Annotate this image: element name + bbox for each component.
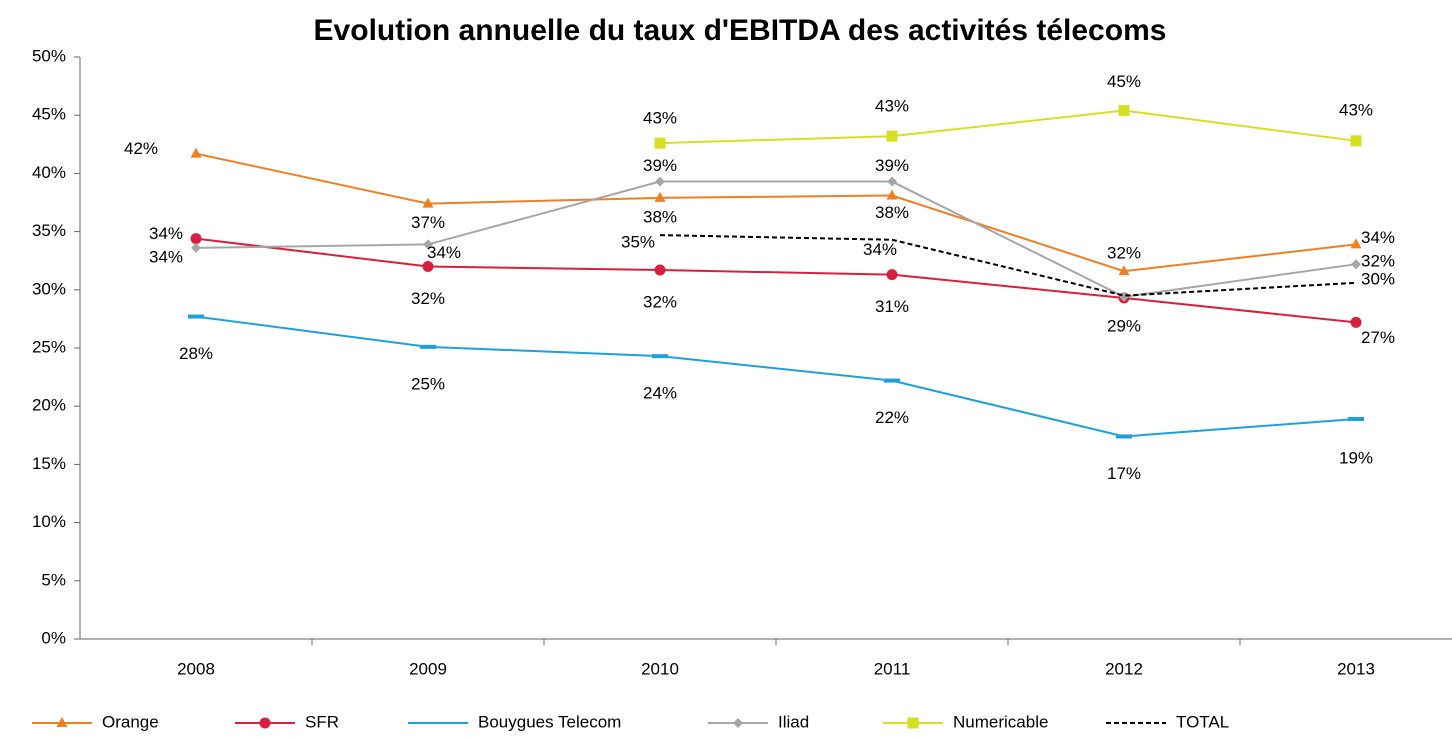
y-tick-label: 40% — [32, 163, 66, 182]
point — [188, 314, 204, 319]
data-label: 43% — [1339, 100, 1373, 119]
data-label: 25% — [411, 374, 445, 393]
legend-label: Bouygues Telecom — [478, 712, 621, 731]
data-label: 34% — [149, 224, 183, 243]
point — [886, 130, 898, 142]
data-label: 19% — [1339, 448, 1373, 467]
data-label: 34% — [1361, 228, 1395, 247]
legend-label: SFR — [305, 712, 339, 731]
y-tick-label: 10% — [32, 512, 66, 531]
data-label: 31% — [875, 297, 909, 316]
y-tick-label: 15% — [32, 454, 66, 473]
legend-marker — [259, 717, 271, 729]
y-tick-label: 50% — [32, 46, 66, 65]
point — [190, 233, 202, 245]
point — [654, 191, 666, 202]
y-tick-label: 45% — [32, 105, 66, 124]
legend-label: Iliad — [778, 712, 809, 731]
point — [191, 242, 201, 253]
point — [1350, 316, 1362, 328]
y-tick-label: 0% — [41, 628, 66, 647]
y-tick-label: 25% — [32, 337, 66, 356]
legend-label: Numericable — [953, 712, 1048, 731]
data-label: 43% — [643, 109, 677, 128]
legend-marker — [56, 717, 68, 727]
point — [887, 176, 897, 187]
point — [886, 189, 898, 200]
y-tick-label: 30% — [32, 279, 66, 298]
point — [1350, 135, 1362, 147]
legend-marker — [907, 717, 919, 729]
point — [1350, 238, 1362, 249]
x-tick-label: 2012 — [1105, 659, 1143, 678]
x-tick-label: 2013 — [1337, 659, 1375, 678]
point — [423, 239, 433, 250]
data-label: 32% — [1107, 244, 1141, 263]
series-line — [659, 109, 1357, 145]
data-label: 22% — [875, 408, 909, 427]
point — [884, 378, 900, 383]
series-line — [195, 315, 1357, 438]
data-label: 27% — [1361, 328, 1395, 347]
point — [1116, 434, 1132, 439]
data-label: 17% — [1107, 464, 1141, 483]
series-line — [659, 234, 1357, 297]
data-label: 24% — [643, 384, 677, 403]
y-tick-label: 5% — [41, 570, 66, 589]
point — [422, 197, 434, 208]
data-label: 32% — [1361, 252, 1395, 271]
data-label: 35% — [621, 233, 655, 252]
data-label: 34% — [863, 240, 897, 259]
data-label: 34% — [427, 243, 461, 262]
point — [1351, 259, 1361, 270]
series-line — [195, 237, 1357, 324]
legend-label: Orange — [102, 712, 159, 731]
y-tick-label: 20% — [32, 396, 66, 415]
data-label: 29% — [1107, 316, 1141, 335]
x-tick-label: 2010 — [641, 659, 679, 678]
legend-label: TOTAL — [1176, 712, 1229, 731]
x-tick-label: 2009 — [409, 659, 447, 678]
data-label: 32% — [411, 289, 445, 308]
data-label: 45% — [1107, 72, 1141, 91]
data-label: 30% — [1361, 269, 1395, 288]
data-label: 39% — [643, 156, 677, 175]
point — [190, 147, 202, 158]
point — [1118, 105, 1130, 117]
point — [654, 137, 666, 149]
data-label: 34% — [149, 247, 183, 266]
point — [422, 261, 434, 273]
data-label: 42% — [124, 139, 158, 158]
data-label: 43% — [875, 97, 909, 116]
point — [655, 176, 665, 187]
data-label: 38% — [875, 203, 909, 222]
legend-marker — [733, 718, 743, 728]
data-label: 38% — [643, 207, 677, 226]
x-tick-label: 2011 — [874, 659, 911, 678]
chart-title: Evolution annuelle du taux d'EBITDA des … — [314, 14, 1167, 47]
data-label: 37% — [411, 213, 445, 232]
series-line — [195, 152, 1357, 273]
data-label: 39% — [875, 156, 909, 175]
series-line — [195, 180, 1357, 298]
data-label: 28% — [179, 344, 213, 363]
point — [654, 264, 666, 276]
data-label: 32% — [643, 292, 677, 311]
point — [1348, 417, 1364, 422]
point — [420, 344, 436, 349]
point — [652, 354, 668, 359]
point — [1118, 265, 1130, 276]
y-tick-label: 35% — [32, 221, 66, 240]
point — [886, 269, 898, 281]
x-tick-label: 2008 — [177, 659, 215, 678]
